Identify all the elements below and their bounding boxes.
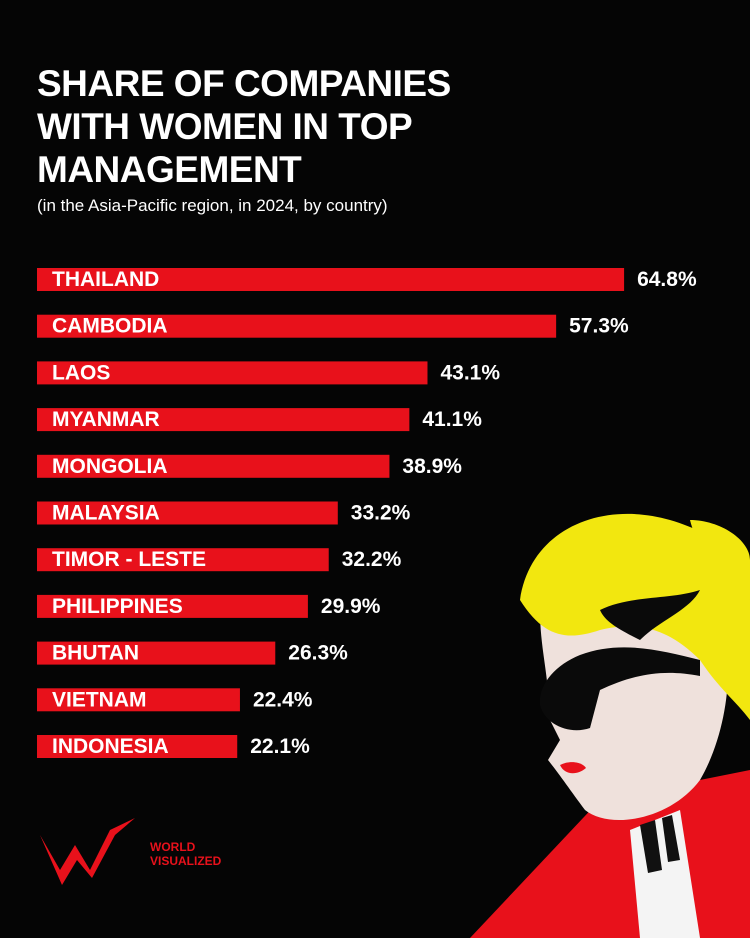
category-label: MYANMAR (52, 408, 160, 431)
category-label: THAILAND (52, 268, 159, 291)
logo (40, 818, 135, 885)
bar (37, 361, 428, 385)
category-label: INDONESIA (52, 735, 169, 758)
value-label: 32.2% (342, 548, 402, 571)
chart-title: SHARE OF COMPANIES WITH WOMEN IN TOP MAN… (37, 63, 451, 190)
value-label: 26.3% (288, 642, 348, 665)
bar (37, 268, 625, 291)
category-label: VIETNAM (52, 688, 147, 711)
category-label: MALAYSIA (52, 502, 160, 525)
category-label: PHILIPPINES (52, 595, 183, 618)
value-label: 38.9% (402, 455, 462, 478)
value-label: 41.1% (422, 408, 482, 431)
bar (37, 548, 329, 572)
value-label: 57.3% (569, 315, 629, 338)
value-label: 22.4% (253, 688, 313, 711)
bar (37, 501, 338, 525)
category-label: TIMOR - LESTE (52, 548, 206, 571)
category-label: MONGOLIA (52, 455, 168, 478)
value-label: 43.1% (440, 361, 500, 384)
value-label: 64.8% (637, 268, 697, 291)
illustration (470, 513, 750, 938)
bar (37, 408, 410, 432)
category-label: LAOS (52, 361, 110, 384)
value-label: 33.2% (351, 502, 411, 525)
category-label: CAMBODIA (52, 315, 168, 338)
value-label: 29.9% (321, 595, 381, 618)
bar (37, 641, 276, 665)
bar (37, 454, 390, 478)
brand-name: WORLD VISUALIZED (150, 840, 222, 868)
bar (37, 735, 238, 758)
chart-subtitle: (in the Asia-Pacific region, in 2024, by… (37, 196, 388, 215)
category-label: BHUTAN (52, 642, 139, 665)
value-label: 22.1% (250, 735, 310, 758)
bar (37, 688, 240, 712)
bar (37, 314, 557, 338)
bar (37, 594, 308, 618)
